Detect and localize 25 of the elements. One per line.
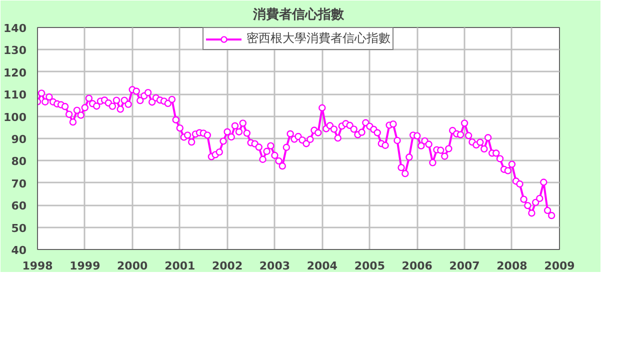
x-tick-label: 2004 xyxy=(306,260,338,272)
x-tick-label: 2009 xyxy=(544,260,575,272)
y-tick-label: 120 xyxy=(4,66,27,80)
x-tick-label: 2005 xyxy=(354,260,386,272)
x-tick-label: 2001 xyxy=(164,260,196,272)
chart-title: 消費者信心指數 xyxy=(252,6,345,22)
x-tick-label: 2007 xyxy=(449,260,480,272)
y-tick-label: 140 xyxy=(4,22,27,35)
x-tick-label: 2003 xyxy=(259,260,290,272)
y-tick-label: 130 xyxy=(4,44,27,58)
x-tick-label: 2008 xyxy=(496,260,528,272)
y-tick-label: 90 xyxy=(11,133,27,146)
y-tick-label: 40 xyxy=(11,244,27,257)
x-tick-label: 2002 xyxy=(212,260,243,272)
x-tick-label: 2006 xyxy=(402,260,433,272)
y-tick-label: 50 xyxy=(11,222,27,235)
x-tick-label: 1998 xyxy=(22,260,53,272)
x-tick-label: 1999 xyxy=(70,260,100,272)
y-tick-label: 80 xyxy=(11,155,27,168)
y-tick-label: 70 xyxy=(11,177,27,190)
y-tick-label: 100 xyxy=(4,110,27,124)
y-tick-label: 110 xyxy=(4,88,27,102)
x-tick-label: 2000 xyxy=(117,260,148,272)
y-tick-label: 60 xyxy=(11,200,27,213)
legend-label: 密西根大學消費者信心指數 xyxy=(246,30,390,47)
